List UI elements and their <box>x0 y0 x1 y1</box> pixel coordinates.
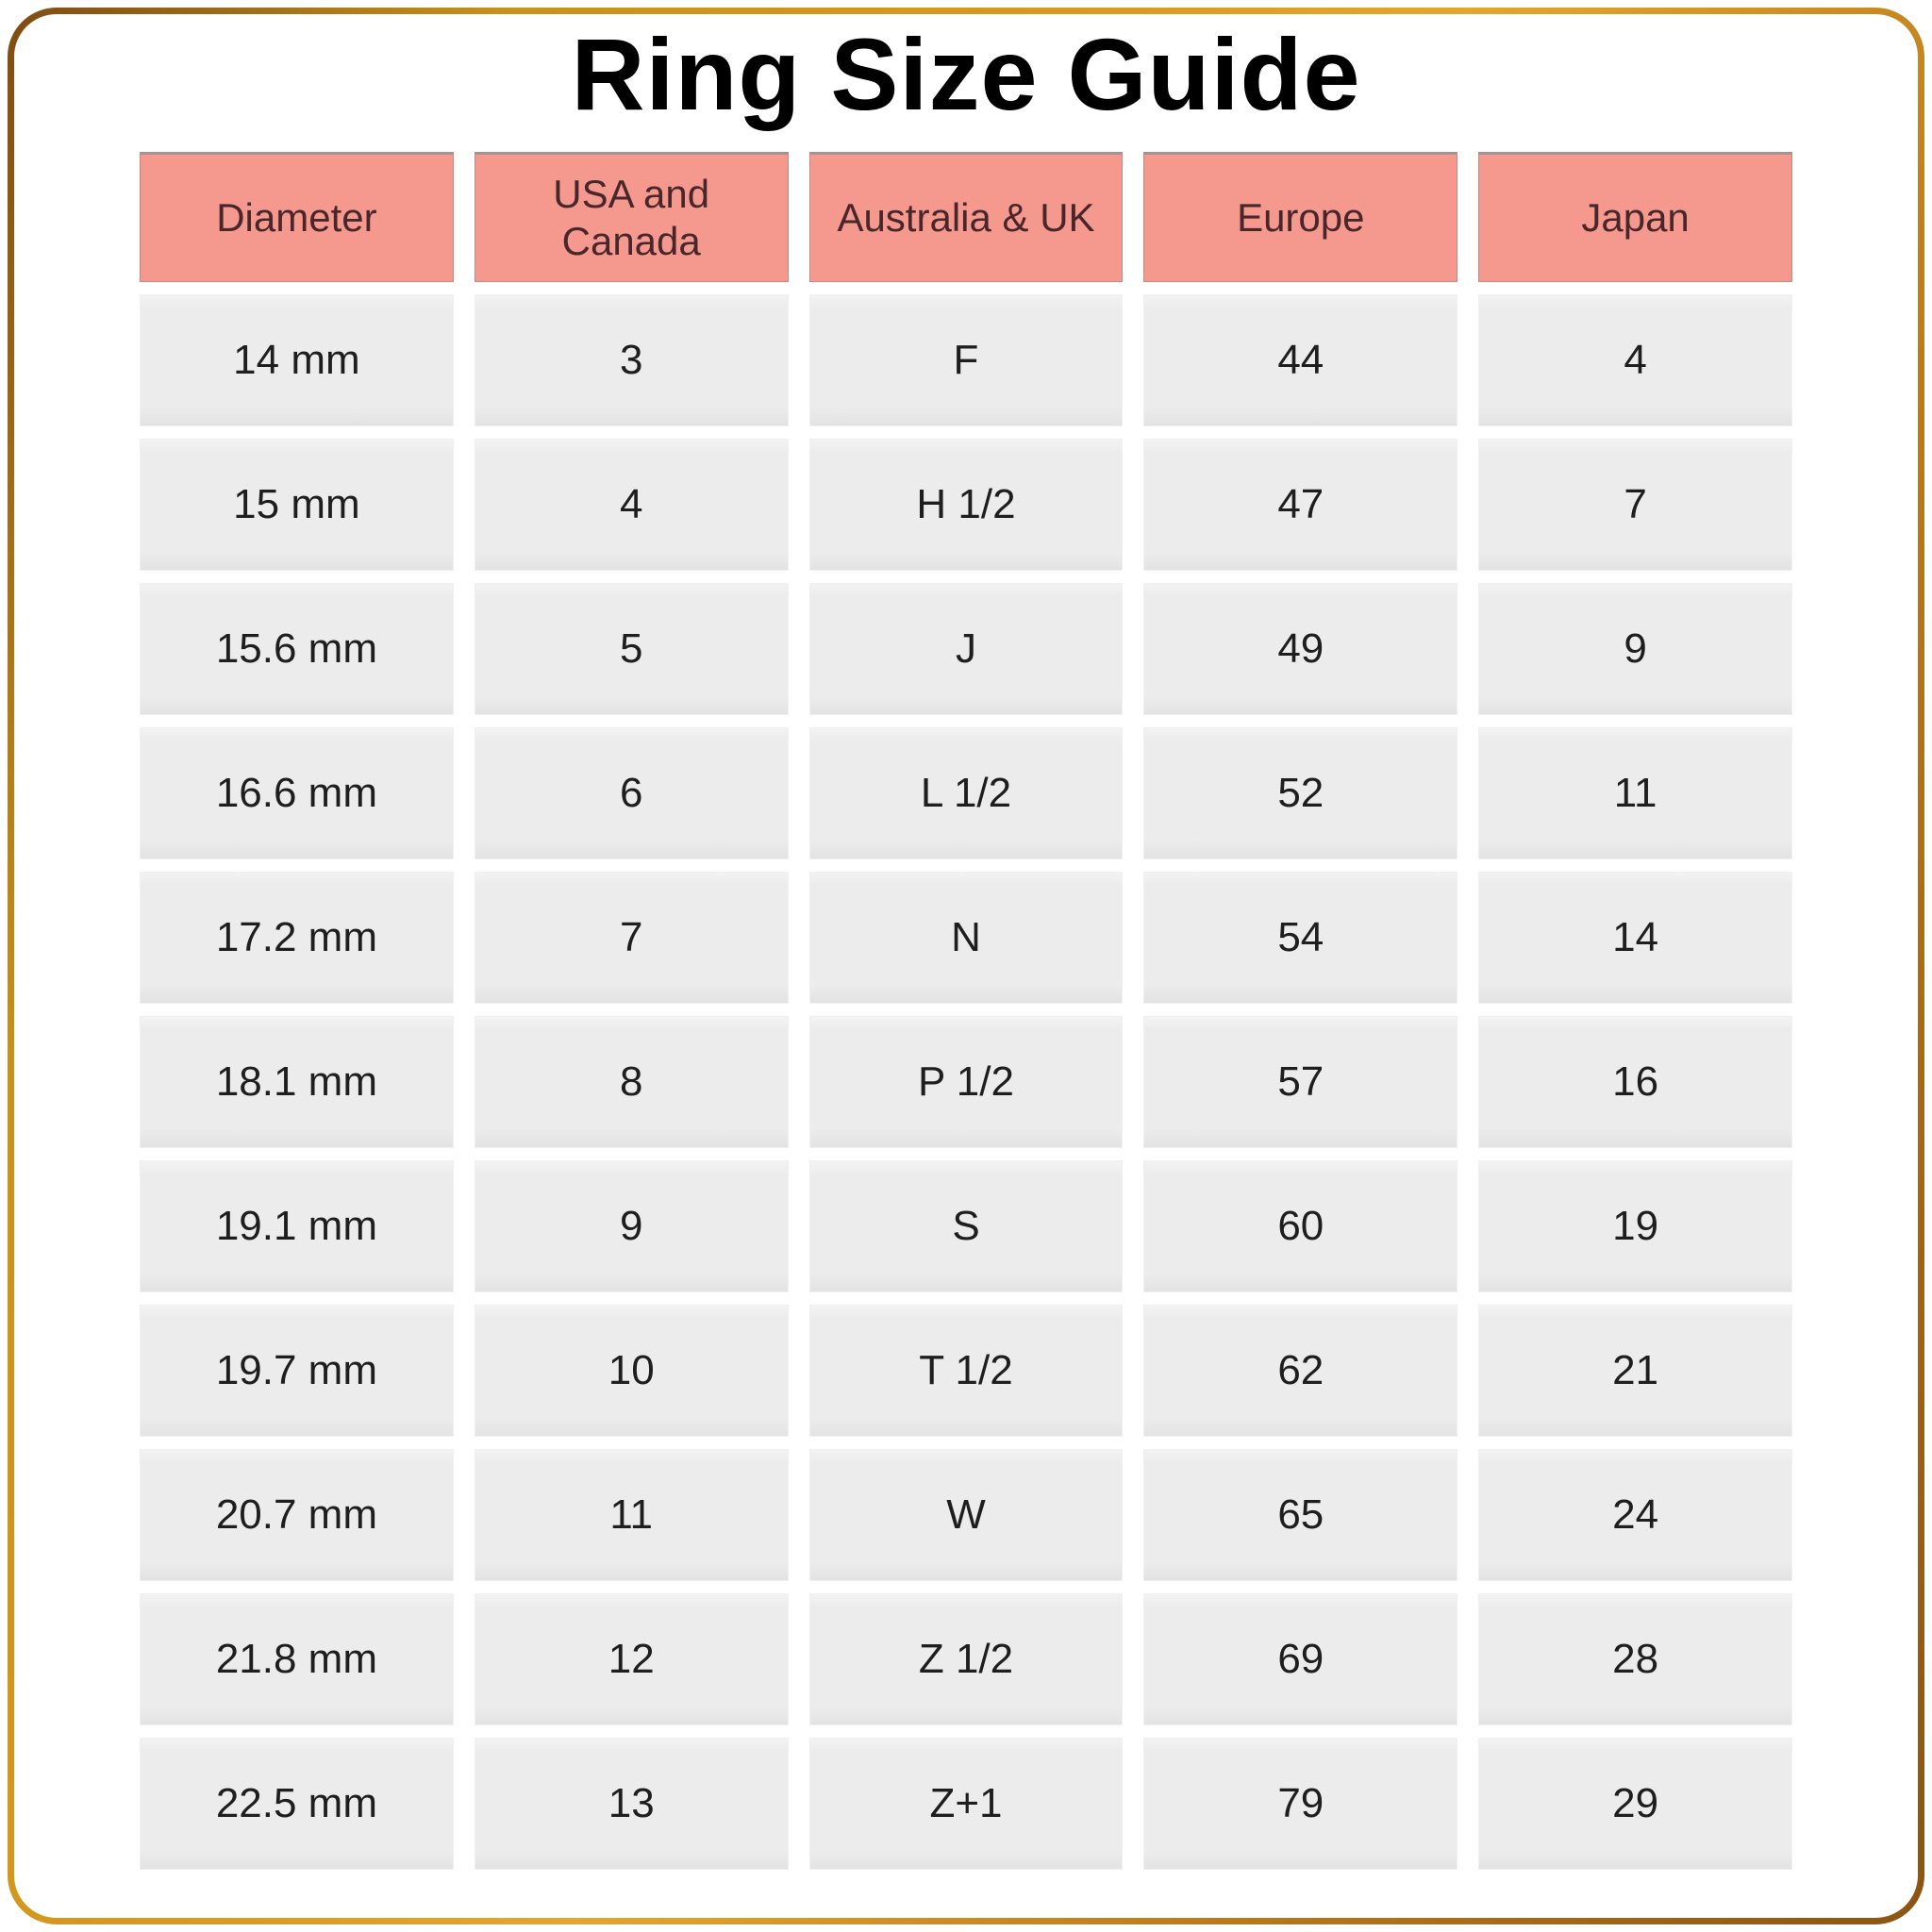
table-cell-r6-c0: 19.1 mm <box>140 1160 454 1293</box>
table-cell-r9-c0: 21.8 mm <box>140 1593 454 1726</box>
table-cell-r6-c4: 19 <box>1478 1160 1792 1293</box>
table-cell-r1-c2: H 1/2 <box>808 439 1124 572</box>
table-cell-r6-c2: S <box>808 1160 1124 1293</box>
table-cell-r2-c0: 15.6 mm <box>140 583 454 716</box>
table-cell-r4-c4: 14 <box>1478 872 1792 1005</box>
table-cell-r2-c4: 9 <box>1478 583 1792 716</box>
table-cell-r3-c3: 52 <box>1143 727 1458 860</box>
header-cell-2: Australia & UK <box>808 152 1124 283</box>
table-cell-r1-c4: 7 <box>1478 439 1792 572</box>
table-cell-r9-c4: 28 <box>1478 1593 1792 1726</box>
table-cell-r1-c1: 4 <box>474 439 789 572</box>
content-area: Ring Size Guide Diameter USA and Canada Au… <box>140 17 1792 1871</box>
table-cell-r4-c2: N <box>808 872 1124 1005</box>
table-cell-r4-c1: 7 <box>474 872 789 1005</box>
table-cell-r8-c1: 11 <box>474 1449 789 1582</box>
table-cell-r5-c4: 16 <box>1478 1016 1792 1149</box>
header-cell-1: USA and Canada <box>474 152 789 283</box>
table-cell-r3-c0: 16.6 mm <box>140 727 454 860</box>
table-cell-r9-c3: 69 <box>1143 1593 1458 1726</box>
table-cell-r4-c0: 17.2 mm <box>140 872 454 1005</box>
table-cell-r3-c4: 11 <box>1478 727 1792 860</box>
table-cell-r7-c0: 19.7 mm <box>140 1305 454 1438</box>
header-cell-0: Diameter <box>140 152 454 283</box>
table-cell-r7-c4: 21 <box>1478 1305 1792 1438</box>
table-cell-r8-c4: 24 <box>1478 1449 1792 1582</box>
table-cell-r10-c4: 29 <box>1478 1738 1792 1871</box>
table-cell-r1-c0: 15 mm <box>140 439 454 572</box>
table-cell-r4-c3: 54 <box>1143 872 1458 1005</box>
table-cell-r2-c3: 49 <box>1143 583 1458 716</box>
table-cell-r8-c0: 20.7 mm <box>140 1449 454 1582</box>
ring-size-table: Diameter USA and Canada Australia & UK Euro… <box>140 152 1792 1871</box>
table-cell-r0-c3: 44 <box>1143 294 1458 427</box>
table-cell-r1-c3: 47 <box>1143 439 1458 572</box>
table-cell-r8-c2: W <box>808 1449 1124 1582</box>
table-cell-r3-c1: 6 <box>474 727 789 860</box>
table-cell-r5-c0: 18.1 mm <box>140 1016 454 1149</box>
table-cell-r5-c2: P 1/2 <box>808 1016 1124 1149</box>
table-cell-r6-c3: 60 <box>1143 1160 1458 1293</box>
table-cell-r10-c2: Z+1 <box>808 1738 1124 1871</box>
table-cell-r5-c3: 57 <box>1143 1016 1458 1149</box>
table-cell-r7-c1: 10 <box>474 1305 789 1438</box>
table-cell-r2-c1: 5 <box>474 583 789 716</box>
table-cell-r0-c1: 3 <box>474 294 789 427</box>
table-cell-r5-c1: 8 <box>474 1016 789 1149</box>
table-cell-r0-c4: 4 <box>1478 294 1792 427</box>
table-cell-r8-c3: 65 <box>1143 1449 1458 1582</box>
table-cell-r0-c0: 14 mm <box>140 294 454 427</box>
table-cell-r10-c1: 13 <box>474 1738 789 1871</box>
table-cell-r10-c3: 79 <box>1143 1738 1458 1871</box>
table-cell-r3-c2: L 1/2 <box>808 727 1124 860</box>
table-cell-r7-c2: T 1/2 <box>808 1305 1124 1438</box>
table-cell-r0-c2: F <box>808 294 1124 427</box>
table-cell-r6-c1: 9 <box>474 1160 789 1293</box>
header-cell-3: Europe <box>1143 152 1458 283</box>
table-cell-r2-c2: J <box>808 583 1124 716</box>
page-title: Ring Size Guide <box>571 17 1361 131</box>
table-cell-r7-c3: 62 <box>1143 1305 1458 1438</box>
table-cell-r9-c1: 12 <box>474 1593 789 1726</box>
table-cell-r9-c2: Z 1/2 <box>808 1593 1124 1726</box>
header-cell-4: Japan <box>1478 152 1792 283</box>
table-cell-r10-c0: 22.5 mm <box>140 1738 454 1871</box>
